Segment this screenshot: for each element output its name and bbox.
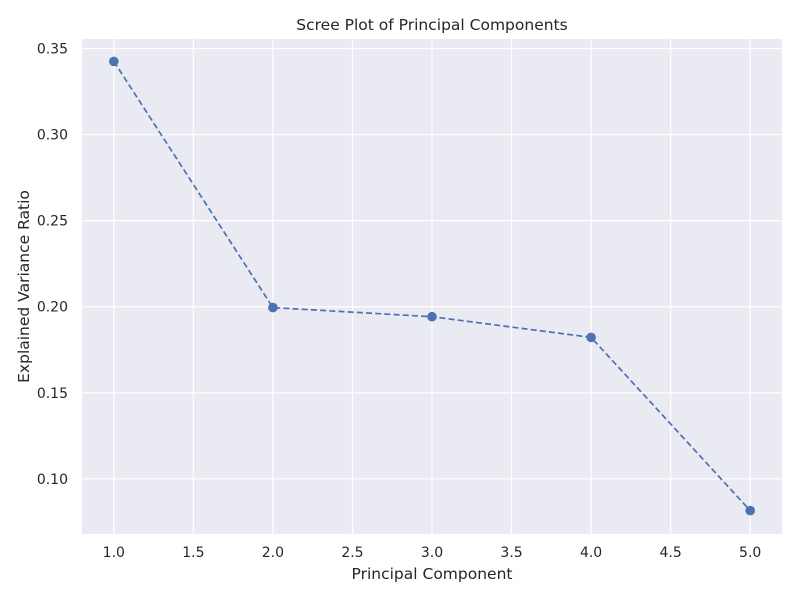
x-tick-label: 4.5 bbox=[660, 545, 682, 561]
y-tick-label: 0.25 bbox=[37, 214, 68, 230]
y-tick-label: 0.35 bbox=[37, 41, 68, 57]
series-layer bbox=[109, 56, 755, 516]
chart-title: Scree Plot of Principal Components bbox=[296, 16, 567, 34]
x-tick-label: 1.5 bbox=[182, 545, 204, 561]
data-point-pc3 bbox=[427, 311, 437, 322]
y-tick-label: 0.15 bbox=[37, 386, 68, 402]
y-tick-label: 0.30 bbox=[37, 128, 68, 144]
x-tick-label: 2.0 bbox=[262, 545, 284, 561]
x-tick-label: 1.0 bbox=[103, 545, 125, 561]
x-tick-label: 3.0 bbox=[421, 545, 443, 561]
x-tick-label: 4.0 bbox=[580, 545, 602, 561]
y-axis-title: Explained Variance Ratio bbox=[15, 190, 33, 383]
y-tick-label: 0.10 bbox=[37, 472, 68, 488]
data-point-pc2 bbox=[268, 302, 278, 313]
grid-layer bbox=[82, 39, 782, 534]
data-point-pc5 bbox=[745, 505, 755, 516]
y-tick-label: 0.20 bbox=[37, 300, 68, 316]
data-point-pc1 bbox=[109, 56, 119, 67]
tick-layer: 1.0 1.5 2.0 2.5 3.0 3.5 4.0 4.5 5.0 0.10 0.15 0.20 0… bbox=[37, 41, 761, 561]
x-axis-title: Principal Component bbox=[352, 565, 513, 583]
x-tick-label: 2.5 bbox=[341, 545, 363, 561]
x-tick-label: 3.5 bbox=[500, 545, 522, 561]
x-tick-label: 5.0 bbox=[739, 545, 761, 561]
data-point-pc4 bbox=[586, 332, 596, 343]
